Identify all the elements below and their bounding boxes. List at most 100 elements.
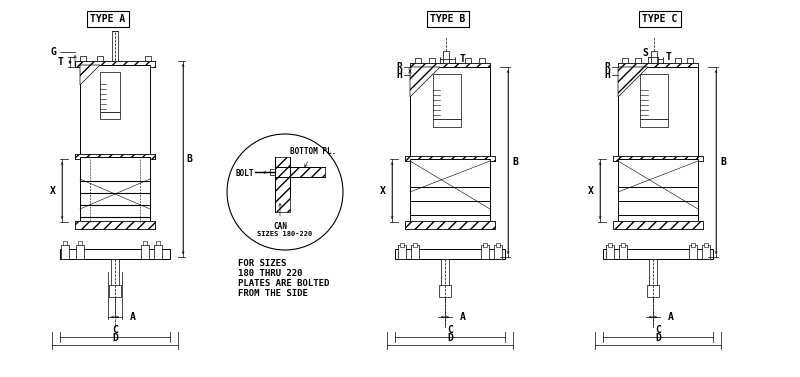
Text: TYPE B: TYPE B (430, 14, 466, 24)
Text: CAN: CAN (273, 204, 287, 231)
Text: T: T (666, 52, 672, 62)
Bar (111, 259, 119, 287)
Bar (405, 221, 495, 229)
Text: A: A (668, 312, 674, 322)
Bar (494, 245, 502, 259)
Bar (496, 243, 500, 247)
Text: C: C (447, 325, 453, 335)
Bar (109, 285, 121, 297)
Bar (411, 245, 419, 259)
Text: FROM THE SIDE: FROM THE SIDE (238, 289, 308, 298)
Bar (603, 249, 713, 259)
Text: G: G (50, 47, 56, 57)
Text: S: S (642, 48, 648, 58)
Circle shape (227, 134, 343, 250)
Text: R: R (396, 62, 402, 72)
Bar (100, 112, 120, 119)
Text: T: T (58, 57, 64, 67)
Text: D: D (655, 333, 661, 343)
Text: T: T (460, 54, 466, 64)
Bar (479, 58, 485, 63)
Bar (619, 245, 627, 259)
Text: FOR SIZES: FOR SIZES (238, 259, 286, 268)
Bar (63, 241, 67, 245)
Bar (141, 245, 149, 259)
Bar (270, 169, 275, 175)
Bar (439, 285, 451, 297)
Text: B: B (512, 157, 518, 167)
Bar (651, 51, 657, 63)
Bar (143, 241, 147, 245)
Bar (400, 243, 404, 247)
Text: B: B (186, 154, 192, 164)
Bar (613, 156, 703, 161)
Bar (75, 154, 155, 159)
Bar (405, 156, 495, 161)
Bar (80, 157, 150, 222)
Text: R: R (604, 62, 610, 72)
Bar (613, 221, 703, 229)
Polygon shape (80, 65, 100, 85)
Bar (410, 63, 490, 69)
Bar (647, 285, 659, 297)
Bar (80, 65, 150, 157)
Bar (704, 243, 708, 247)
Bar (465, 58, 471, 63)
Text: TYPE C: TYPE C (642, 14, 678, 24)
Bar (622, 58, 628, 63)
Text: X: X (380, 186, 386, 196)
Text: BOTTOM PL.: BOTTOM PL. (290, 147, 336, 167)
Bar (410, 63, 490, 69)
Bar (60, 249, 170, 259)
Bar (395, 249, 505, 259)
Bar (702, 245, 710, 259)
Bar (145, 56, 151, 61)
Bar (621, 243, 625, 247)
Text: X: X (588, 186, 594, 196)
Bar (618, 159, 698, 222)
Bar (613, 221, 703, 229)
Bar (75, 154, 155, 159)
Bar (606, 245, 614, 259)
Text: 180 THRU 220: 180 THRU 220 (238, 269, 302, 278)
Bar (635, 58, 641, 63)
Bar (675, 58, 681, 63)
Bar (80, 56, 86, 61)
Bar (275, 157, 290, 212)
Bar (154, 245, 162, 259)
Bar (156, 241, 160, 245)
Bar (410, 67, 490, 159)
Text: C: C (655, 325, 661, 335)
Bar (97, 56, 103, 61)
Bar (443, 51, 449, 63)
Bar (608, 243, 612, 247)
Bar (75, 221, 155, 229)
Text: TYPE A: TYPE A (90, 14, 126, 24)
Bar (483, 243, 487, 247)
Bar (613, 156, 703, 161)
Bar (640, 119, 668, 127)
Bar (75, 61, 155, 67)
Bar (433, 74, 461, 119)
Bar (433, 119, 461, 127)
Bar (75, 61, 155, 67)
Bar (78, 241, 82, 245)
Text: X: X (50, 186, 56, 196)
Bar (618, 63, 698, 69)
Text: A: A (130, 312, 136, 322)
Text: H: H (604, 70, 610, 80)
Bar (481, 245, 489, 259)
Bar (618, 67, 698, 159)
Bar (618, 63, 698, 69)
Bar (76, 245, 84, 259)
Bar (100, 72, 120, 112)
Bar (689, 245, 697, 259)
Bar (413, 243, 417, 247)
Bar (429, 58, 435, 63)
Text: A: A (460, 312, 466, 322)
Text: C: C (112, 325, 118, 335)
Bar (405, 156, 495, 161)
Bar (61, 245, 69, 259)
Bar (410, 159, 490, 222)
Text: BOLT: BOLT (235, 170, 266, 178)
